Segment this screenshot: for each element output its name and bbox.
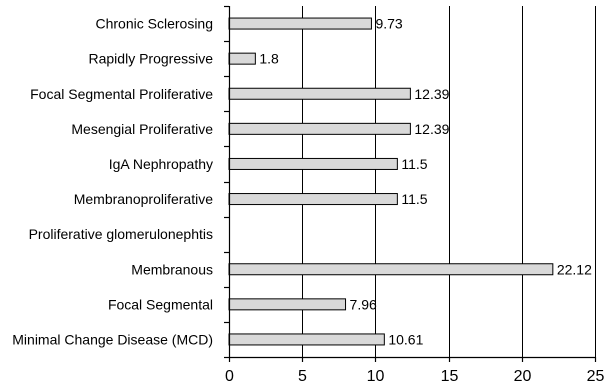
data-label: 12.39	[414, 86, 449, 102]
data-label: 7.96	[350, 296, 377, 312]
category-label: Focal Segmental Proliferative	[30, 86, 213, 102]
bar	[228, 17, 372, 30]
bar	[228, 333, 385, 346]
x-tick-label: 0	[225, 368, 234, 385]
data-label: 1.8	[259, 51, 279, 67]
data-label: 11.5	[401, 156, 427, 172]
category-label: IgA Nephropathy	[109, 156, 213, 172]
data-label: 10.61	[388, 331, 423, 347]
category-label: Mesengial Proliferative	[71, 121, 213, 137]
bar	[228, 122, 411, 135]
category-label: Minimal Change Disease (MCD)	[12, 331, 213, 347]
data-label: 11.5	[401, 191, 427, 207]
bar	[228, 52, 256, 65]
category-label: Rapidly Progressive	[89, 51, 214, 67]
bar	[228, 87, 411, 100]
bar	[228, 157, 398, 170]
category-label: Proliferative glomerulonephtis	[29, 226, 213, 242]
data-label: 12.39	[414, 121, 449, 137]
bar	[228, 193, 398, 206]
x-tick-label: 5	[298, 368, 307, 385]
x-tick-label: 25	[587, 368, 605, 385]
bar	[228, 263, 554, 276]
data-label: 9.73	[375, 16, 402, 32]
axes	[224, 5, 597, 362]
grid-lines	[302, 6, 596, 357]
x-tick-label: 10	[367, 368, 385, 385]
category-label: Membranoproliferative	[74, 191, 213, 207]
x-tick-label: 20	[514, 368, 532, 385]
labels: Chronic Sclerosing 9.73 Rapidly Progressiv…	[12, 16, 604, 385]
bars	[228, 17, 554, 346]
x-tick-label: 15	[441, 368, 459, 385]
category-label: Chronic Sclerosing	[96, 16, 214, 32]
bar	[228, 298, 347, 311]
data-label: 22.12	[557, 261, 592, 277]
category-label: Focal Segmental	[108, 296, 213, 312]
category-label: Membranous	[131, 261, 213, 277]
